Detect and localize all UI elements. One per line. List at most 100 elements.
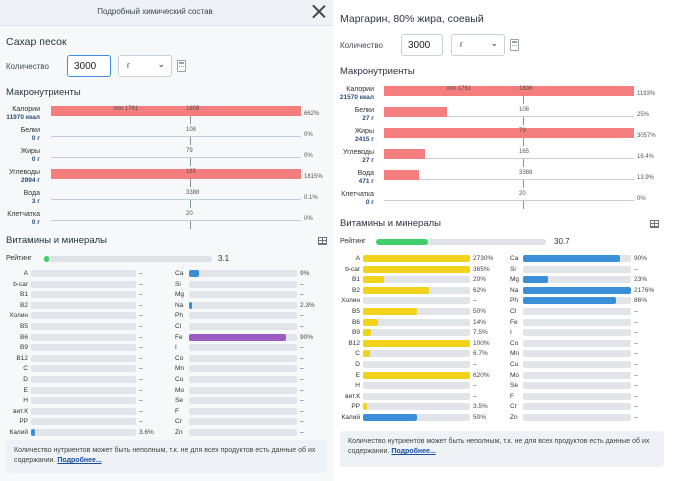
table-icon[interactable] (318, 237, 327, 245)
macro-track: min 1761 1808 (384, 86, 634, 104)
more-link[interactable]: Подробнее... (57, 457, 102, 464)
unit-select[interactable]: г ⌄ (451, 34, 505, 56)
nutrient-track (523, 361, 631, 368)
nutrient-percent: – (634, 329, 638, 337)
nutrient-row: Cu – (510, 360, 670, 369)
nutrient-row: Cl – (510, 307, 670, 316)
nutrient-row: b-car – (2, 280, 162, 289)
nutrient-name: Fe (175, 333, 183, 341)
nutrient-percent: 86% (634, 297, 648, 305)
nutrient-row: b-car 365% (336, 265, 501, 274)
nutrient-percent: – (139, 376, 143, 383)
nutrient-track (363, 255, 470, 262)
nutrient-row: Mn – (175, 364, 325, 373)
nutrient-percent: – (300, 354, 304, 362)
nutrient-name: Si (510, 265, 516, 273)
nutrient-row: Zn – (510, 413, 670, 422)
macro-percent: 0% (304, 132, 313, 138)
nutrient-name: B12 (16, 354, 28, 362)
nutrient-row: Mo – (175, 386, 325, 395)
nutrient-row: D – (336, 360, 501, 369)
nutrient-percent: – (300, 418, 304, 426)
macro-target-label: 79 (186, 148, 193, 154)
nutrient-percent: – (634, 392, 638, 400)
nutrient-percent: – (634, 308, 638, 315)
more-link[interactable]: Подробнее... (391, 448, 436, 455)
nutrient-percent: – (634, 382, 638, 390)
unit-select-value: г (127, 61, 130, 70)
nutrient-fill (189, 301, 192, 309)
nutrient-row: Fe – (510, 318, 670, 327)
macro-track: 108 (384, 107, 634, 125)
nutrient-name: b-car (345, 265, 360, 273)
product-name: Сахар песок (6, 36, 67, 48)
nutrient-percent: – (300, 386, 304, 394)
macro-row: Вода 471 г 3388 13.9% (338, 170, 674, 190)
macro-target-label: 3388 (186, 190, 200, 196)
macro-section-title: Макронутриенты (6, 87, 81, 98)
quantity-input[interactable] (67, 55, 111, 77)
nutrient-percent: – (634, 339, 638, 347)
nutrient-track (523, 297, 631, 305)
macro-target-tick (523, 180, 524, 188)
macro-row: Жиры 2415 г 79 3057% (338, 128, 674, 148)
nutrient-percent: 6.7% (473, 350, 488, 358)
nutrient-name: B1 (20, 291, 28, 299)
nutrient-name: F (510, 392, 514, 400)
nutrient-percent: – (634, 414, 638, 421)
nutrient-percent: 100% (473, 339, 490, 347)
nutrient-row: Ph 86% (510, 296, 670, 305)
macro-track: 20 (51, 211, 301, 229)
nutrient-track (31, 418, 136, 426)
nutrient-percent: 62% (473, 286, 487, 294)
unit-select[interactable]: г ⌄ (118, 55, 172, 77)
vit-section-title: Витамины и минералы (6, 235, 107, 246)
nutrient-track (363, 382, 470, 390)
macro-target-label: 79 (519, 128, 526, 134)
nutrient-name: B9 (352, 329, 360, 337)
nutrient-name: H (23, 397, 28, 405)
chevron-down-icon: ⌄ (490, 38, 498, 48)
macro-row: Вода 3 г 3388 0.1% (4, 190, 329, 210)
nutrient-name: H (355, 382, 360, 390)
macro-name: Клетчатка (7, 211, 40, 218)
nutrient-name: Se (510, 382, 518, 390)
macro-row: Белки 27 г 108 25% (338, 107, 674, 127)
nutrient-name: B5 (20, 323, 28, 330)
nutrient-track (363, 308, 470, 315)
nutrient-name: B12 (348, 339, 360, 347)
notice-box: Количество нутриентов может быть неполны… (340, 431, 664, 467)
nutrient-track (31, 312, 136, 320)
nutrient-row: Ca 90% (510, 254, 670, 263)
nutrient-track (363, 286, 470, 294)
nutrient-name: b-car (13, 280, 28, 288)
nutrient-row: Ca 9% (175, 269, 325, 278)
nutrient-row: Mg 23% (510, 275, 670, 284)
nutrient-row: Холин – (2, 311, 162, 320)
calculator-icon[interactable] (177, 60, 186, 72)
nutrient-name: PP (351, 403, 360, 411)
macro-percent: 662% (304, 111, 320, 117)
nutrient-name: вит.К (13, 407, 28, 415)
close-icon[interactable] (309, 2, 329, 22)
nutrient-track (189, 386, 297, 394)
nutrient-name: C (23, 365, 28, 373)
table-icon[interactable] (650, 220, 659, 228)
nutrient-name: вит.К (345, 392, 360, 400)
macro-track: 20 (384, 191, 634, 209)
calculator-icon[interactable] (510, 39, 519, 51)
nutrient-fill (363, 255, 470, 262)
nutrient-fill (363, 318, 378, 326)
modal-header: Подробный химический состав (0, 0, 333, 26)
quantity-input[interactable] (401, 34, 443, 56)
macro-target-tick (190, 179, 191, 187)
nutrient-name: Cu (510, 361, 519, 368)
nutrient-track (189, 397, 297, 405)
nutrient-track (189, 429, 297, 436)
macro-percent: 25% (637, 112, 650, 118)
nutrient-row: Na 2176% (510, 286, 670, 295)
nutrient-percent: 7.5% (473, 329, 488, 337)
macro-fill (384, 107, 447, 117)
macro-target-tick (190, 116, 191, 124)
nutrient-percent: 50% (473, 308, 487, 315)
